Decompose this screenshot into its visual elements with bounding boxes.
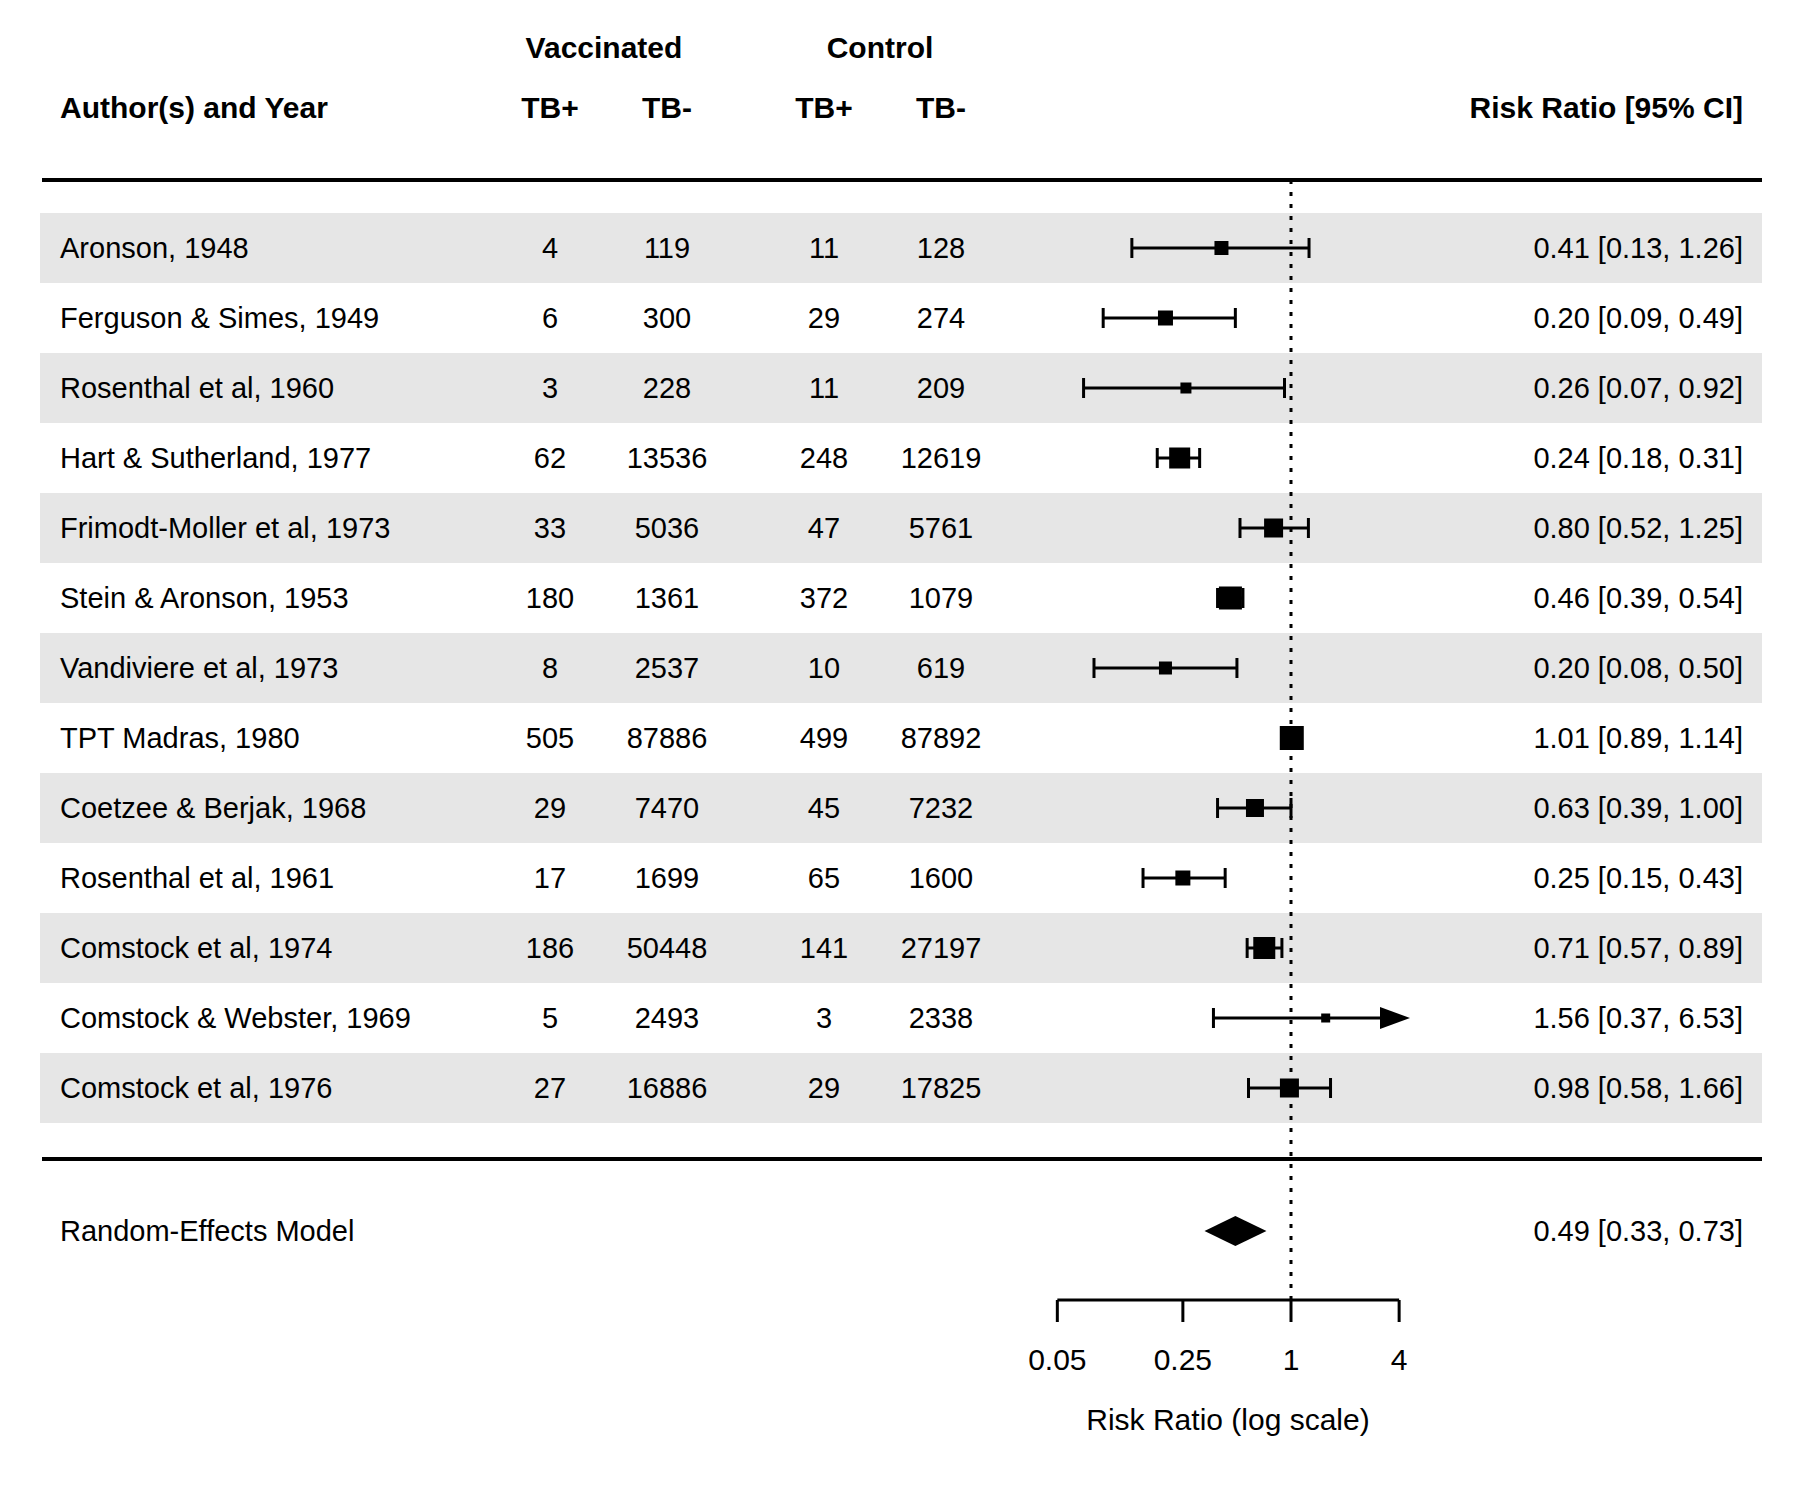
control-tbneg-cell: 274: [861, 283, 1021, 353]
risk-ratio-cell: 0.46 [0.39, 0.54]: [1443, 563, 1743, 633]
control-tbneg-cell: 128: [861, 213, 1021, 283]
author-cell: Rosenthal et al, 1961: [60, 843, 334, 913]
vaccinated-group-header: Vaccinated: [526, 33, 683, 63]
risk-ratio-cell: 0.63 [0.39, 1.00]: [1443, 773, 1743, 843]
vaccinated-tbneg-cell: 5036: [587, 493, 747, 563]
control-tbpos-header: TB+: [795, 93, 853, 123]
summary-model-label: Random-Effects Model: [60, 1217, 354, 1246]
vaccinated-tbneg-cell: 13536: [587, 423, 747, 493]
risk-ratio-cell: 1.01 [0.89, 1.14]: [1443, 703, 1743, 773]
table-row: Ferguson & Simes, 19496300292740.20 [0.0…: [40, 283, 1762, 353]
author-cell: Rosenthal et al, 1960: [60, 353, 334, 423]
vaccinated-tbneg-cell: 2493: [587, 983, 747, 1053]
author-cell: Comstock et al, 1976: [60, 1053, 332, 1123]
control-tbneg-header: TB-: [916, 93, 966, 123]
vaccinated-tbneg-cell: 1361: [587, 563, 747, 633]
table-row: TPT Madras, 198050587886499878921.01 [0.…: [40, 703, 1762, 773]
risk-ratio-cell: 1.56 [0.37, 6.53]: [1443, 983, 1743, 1053]
author-cell: Ferguson & Simes, 1949: [60, 283, 379, 353]
author-cell: Frimodt-Moller et al, 1973: [60, 493, 390, 563]
vaccinated-tbneg-cell: 2537: [587, 633, 747, 703]
risk-ratio-cell: 0.26 [0.07, 0.92]: [1443, 353, 1743, 423]
control-tbneg-cell: 7232: [861, 773, 1021, 843]
table-row: Hart & Sutherland, 19776213536248126190.…: [40, 423, 1762, 493]
author-cell: Comstock & Webster, 1969: [60, 983, 411, 1053]
table-row: Aronson, 19484119111280.41 [0.13, 1.26]: [40, 213, 1762, 283]
table-row: Comstock & Webster, 196952493323381.56 […: [40, 983, 1762, 1053]
author-cell: Vandiviere et al, 1973: [60, 633, 338, 703]
control-group-header: Control: [827, 33, 934, 63]
summary-rr-value: 0.49 [0.33, 0.73]: [1443, 1217, 1743, 1246]
control-tbneg-cell: 17825: [861, 1053, 1021, 1123]
axis-tick-label: 4: [1391, 1345, 1408, 1375]
risk-ratio-cell: 0.24 [0.18, 0.31]: [1443, 423, 1743, 493]
author-cell: Aronson, 1948: [60, 213, 249, 283]
risk-ratio-cell: 0.80 [0.52, 1.25]: [1443, 493, 1743, 563]
author-cell: Coetzee & Berjak, 1968: [60, 773, 366, 843]
control-tbneg-cell: 2338: [861, 983, 1021, 1053]
risk-ratio-cell: 0.25 [0.15, 0.43]: [1443, 843, 1743, 913]
table-row: Coetzee & Berjak, 19682974704572320.63 […: [40, 773, 1762, 843]
table-row: Rosenthal et al, 19611716996516000.25 [0…: [40, 843, 1762, 913]
author-cell: TPT Madras, 1980: [60, 703, 300, 773]
control-tbneg-cell: 12619: [861, 423, 1021, 493]
vaccinated-tbpos-header: TB+: [521, 93, 579, 123]
table-row: Comstock et al, 1976271688629178250.98 […: [40, 1053, 1762, 1123]
table-row: Rosenthal et al, 19603228112090.26 [0.07…: [40, 353, 1762, 423]
author-cell: Comstock et al, 1974: [60, 913, 332, 983]
vaccinated-tbneg-cell: 1699: [587, 843, 747, 913]
risk-ratio-cell: 0.98 [0.58, 1.66]: [1443, 1053, 1743, 1123]
author-cell: Stein & Aronson, 1953: [60, 563, 349, 633]
table-row: Stein & Aronson, 1953180136137210790.46 …: [40, 563, 1762, 633]
risk-ratio-cell: 0.41 [0.13, 1.26]: [1443, 213, 1743, 283]
control-tbneg-cell: 1079: [861, 563, 1021, 633]
table-row: Frimodt-Moller et al, 19733350364757610.…: [40, 493, 1762, 563]
vaccinated-tbneg-cell: 300: [587, 283, 747, 353]
axis-tick-label: 0.25: [1154, 1345, 1212, 1375]
control-tbneg-cell: 1600: [861, 843, 1021, 913]
axis-title: Risk Ratio (log scale): [1086, 1405, 1369, 1435]
vaccinated-tbneg-header: TB-: [642, 93, 692, 123]
control-tbneg-cell: 5761: [861, 493, 1021, 563]
vaccinated-tbneg-cell: 16886: [587, 1053, 747, 1123]
axis-tick-label: 1: [1283, 1345, 1300, 1375]
author-cell: Hart & Sutherland, 1977: [60, 423, 371, 493]
vaccinated-tbneg-cell: 87886: [587, 703, 747, 773]
control-tbneg-cell: 209: [861, 353, 1021, 423]
axis-tick-label: 0.05: [1028, 1345, 1086, 1375]
author-col-header: Author(s) and Year: [60, 93, 328, 123]
vaccinated-tbneg-cell: 228: [587, 353, 747, 423]
control-tbneg-cell: 27197: [861, 913, 1021, 983]
risk-ratio-col-header: Risk Ratio [95% CI]: [1443, 93, 1743, 123]
risk-ratio-cell: 0.71 [0.57, 0.89]: [1443, 913, 1743, 983]
vaccinated-tbneg-cell: 7470: [587, 773, 747, 843]
risk-ratio-cell: 0.20 [0.08, 0.50]: [1443, 633, 1743, 703]
control-tbneg-cell: 619: [861, 633, 1021, 703]
table-row: Comstock et al, 197418650448141271970.71…: [40, 913, 1762, 983]
summary-diamond: [1205, 1216, 1267, 1246]
vaccinated-tbneg-cell: 119: [587, 213, 747, 283]
forest-plot-page: Vaccinated Control Author(s) and Year TB…: [0, 0, 1800, 1500]
vaccinated-tbneg-cell: 50448: [587, 913, 747, 983]
table-row: Vandiviere et al, 197382537106190.20 [0.…: [40, 633, 1762, 703]
control-tbneg-cell: 87892: [861, 703, 1021, 773]
risk-ratio-cell: 0.20 [0.09, 0.49]: [1443, 283, 1743, 353]
